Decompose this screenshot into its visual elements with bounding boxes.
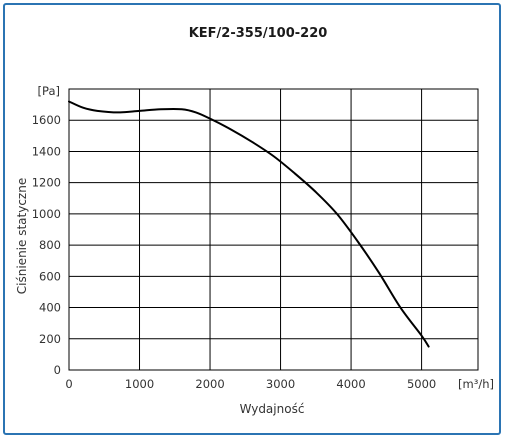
y-tick-label: 800 (39, 238, 61, 252)
x-tick-label: 1000 (125, 377, 154, 391)
chart-frame (3, 3, 501, 435)
x-unit-label: [m³/h] (458, 377, 494, 391)
y-axis-label: Ciśnienie statyczne (15, 178, 29, 294)
series-layer (68, 100, 430, 348)
y-tick-label: 1600 (32, 113, 61, 127)
y-tick-label: 600 (39, 269, 61, 283)
y-tick-label: 1200 (32, 176, 61, 190)
y-unit-label: [Pa] (38, 84, 60, 98)
series-line-0 (68, 100, 430, 348)
tick-labels: 0 200 400 600 800 1000 1200 1400 1600 0 1000 2000 30… (32, 113, 437, 391)
plot-border (68, 88, 479, 371)
x-tick-label: 2000 (195, 377, 224, 391)
y-tick-label: 200 (39, 332, 61, 346)
y-tick-label: 0 (54, 363, 61, 377)
y-tick-label: 400 (39, 301, 61, 315)
chart-title: KEF/2-355/100-220 (189, 26, 328, 41)
y-tick-label: 1000 (32, 207, 61, 221)
x-tick-label: 4000 (336, 377, 365, 391)
x-tick-label: 3000 (266, 377, 295, 391)
x-axis-label: Wydajność (240, 402, 305, 416)
x-tick-label: 5000 (407, 377, 436, 391)
y-tick-label: 1400 (32, 144, 61, 158)
x-tick-label: 0 (65, 377, 72, 391)
